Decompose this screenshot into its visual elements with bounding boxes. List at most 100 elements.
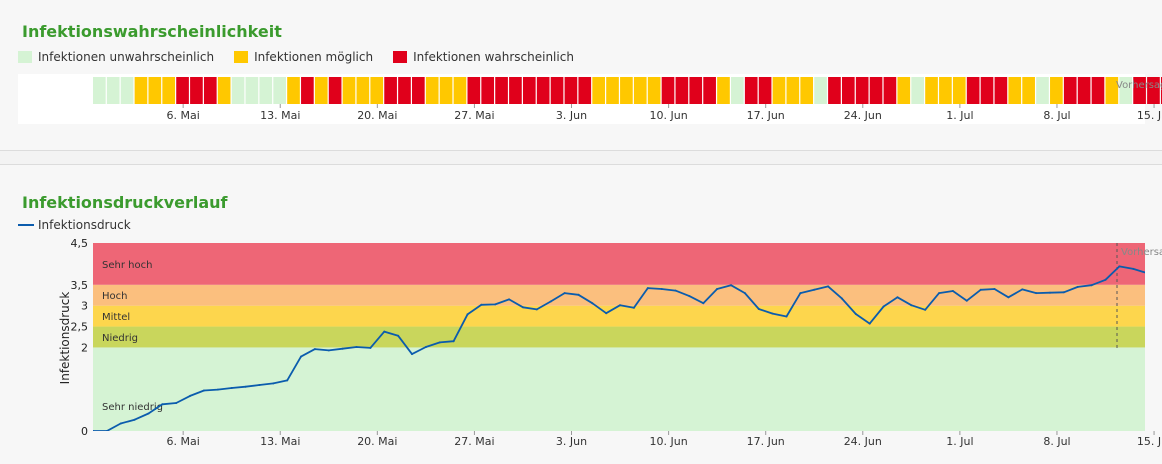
series-point[interactable] — [1021, 288, 1024, 291]
strip-day-cell[interactable] — [1091, 77, 1105, 104]
strip-day-cell[interactable] — [883, 77, 897, 104]
strip-day-cell[interactable] — [1077, 77, 1091, 104]
series-point[interactable] — [175, 402, 178, 404]
strip-day-cell[interactable] — [356, 77, 370, 104]
strip-day-cell[interactable] — [148, 77, 162, 104]
series-point[interactable] — [508, 298, 511, 301]
series-point[interactable] — [258, 384, 261, 386]
strip-day-cell[interactable] — [301, 77, 314, 104]
strip-day-cell[interactable] — [314, 77, 328, 104]
strip-day-cell[interactable] — [509, 77, 522, 104]
series-point[interactable] — [313, 348, 316, 351]
series-point[interactable] — [771, 312, 774, 315]
strip-day-cell[interactable] — [897, 77, 911, 104]
series-point[interactable] — [1146, 272, 1148, 274]
series-point[interactable] — [438, 341, 441, 344]
series-point[interactable] — [896, 296, 899, 299]
strip-day-cell[interactable] — [675, 77, 689, 104]
series-point[interactable] — [841, 297, 843, 300]
strip-day-cell[interactable] — [772, 77, 786, 104]
strip-day-cell[interactable] — [1119, 77, 1133, 104]
series-point[interactable] — [327, 349, 330, 352]
strip-day-cell[interactable] — [1063, 77, 1077, 104]
series-point[interactable] — [702, 302, 705, 305]
series-point[interactable] — [730, 284, 732, 287]
series-point[interactable] — [785, 315, 788, 318]
series-point[interactable] — [92, 430, 94, 432]
strip-day-cell[interactable] — [1036, 77, 1049, 104]
series-point[interactable] — [341, 347, 344, 350]
strip-day-cell[interactable] — [467, 77, 481, 104]
series-point[interactable] — [827, 285, 830, 288]
strip-day-cell[interactable] — [703, 77, 716, 104]
series-point[interactable] — [632, 306, 635, 309]
series-point[interactable] — [993, 288, 996, 290]
series-point[interactable] — [660, 288, 663, 290]
series-point[interactable] — [369, 346, 372, 349]
series-point[interactable] — [910, 304, 913, 307]
strip-day-cell[interactable] — [717, 77, 730, 104]
series-point[interactable] — [965, 299, 968, 302]
strip-day-cell[interactable] — [481, 77, 495, 104]
series-point[interactable] — [1076, 285, 1079, 288]
strip-day-cell[interactable] — [106, 77, 120, 104]
strip-day-cell[interactable] — [439, 77, 453, 104]
strip-day-cell[interactable] — [925, 77, 938, 104]
strip-day-cell[interactable] — [578, 77, 592, 104]
series-point[interactable] — [757, 308, 760, 310]
strip-day-cell[interactable] — [855, 77, 869, 104]
strip-day-cell[interactable] — [134, 77, 148, 104]
strip-day-cell[interactable] — [869, 77, 883, 104]
strip-day-cell[interactable] — [536, 77, 550, 104]
strip-day-cell[interactable] — [758, 77, 772, 104]
strip-day-cell[interactable] — [120, 77, 134, 104]
strip-day-cell[interactable] — [412, 77, 425, 104]
series-point[interactable] — [397, 334, 400, 337]
series-point[interactable] — [688, 295, 691, 298]
strip-day-cell[interactable] — [841, 77, 855, 104]
strip-day-cell[interactable] — [162, 77, 176, 104]
strip-day-cell[interactable] — [606, 77, 619, 104]
strip-day-cell[interactable] — [731, 77, 744, 104]
series-point[interactable] — [189, 394, 192, 397]
series-point[interactable] — [646, 287, 649, 290]
series-point[interactable] — [605, 312, 608, 315]
strip-day-cell[interactable] — [911, 77, 924, 104]
series-point[interactable] — [466, 313, 469, 316]
series-point[interactable] — [535, 308, 538, 311]
series-point[interactable] — [1132, 267, 1135, 270]
series-point[interactable] — [1049, 291, 1051, 294]
series-point[interactable] — [674, 289, 677, 292]
series-point[interactable] — [119, 422, 122, 425]
strip-day-cell[interactable] — [245, 77, 259, 104]
series-point[interactable] — [1007, 296, 1010, 299]
strip-day-cell[interactable] — [800, 77, 814, 104]
series-point[interactable] — [161, 403, 164, 406]
strip-day-cell[interactable] — [966, 77, 980, 104]
series-point[interactable] — [216, 388, 219, 391]
strip-day-cell[interactable] — [550, 77, 564, 104]
series-point[interactable] — [411, 353, 413, 356]
strip-day-cell[interactable] — [744, 77, 758, 104]
strip-day-cell[interactable] — [231, 77, 245, 104]
series-point[interactable] — [355, 346, 358, 348]
strip-day-cell[interactable] — [1008, 77, 1022, 104]
strip-day-cell[interactable] — [287, 77, 300, 104]
strip-day-cell[interactable] — [647, 77, 661, 104]
pressure-legend[interactable]: Infektionsdruck — [18, 218, 131, 232]
strip-day-cell[interactable] — [1160, 77, 1162, 104]
series-point[interactable] — [1090, 284, 1093, 287]
series-point[interactable] — [452, 340, 455, 343]
strip-day-cell[interactable] — [370, 77, 384, 104]
legend-item-unlikely[interactable]: Infektionen unwahrscheinlich — [18, 50, 214, 64]
series-point[interactable] — [1035, 292, 1038, 295]
series-point[interactable] — [563, 292, 566, 295]
series-point[interactable] — [868, 322, 871, 325]
series-point[interactable] — [619, 304, 622, 307]
series-point[interactable] — [494, 303, 497, 306]
series-point[interactable] — [591, 302, 594, 305]
series-point[interactable] — [147, 412, 150, 415]
strip-day-cell[interactable] — [176, 77, 189, 104]
strip-day-cell[interactable] — [994, 77, 1008, 104]
strip-day-cell[interactable] — [952, 77, 966, 104]
